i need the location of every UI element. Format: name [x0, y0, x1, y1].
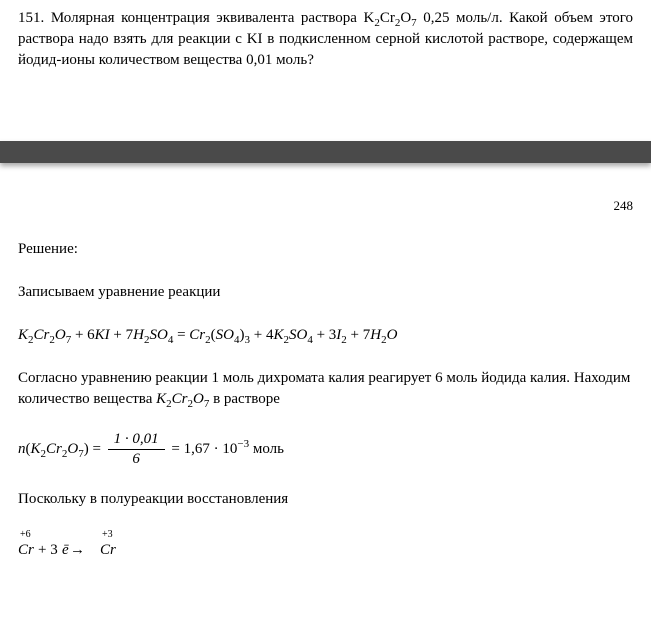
- f-K: K: [156, 391, 166, 407]
- fraction: 1 · 0,016: [108, 432, 165, 467]
- problem-text-1: Молярная концентрация эквивалента раство…: [51, 10, 375, 26]
- eq-equals: =: [173, 327, 189, 343]
- para2-text1: Согласно уравнению реакции 1 моль дихром…: [18, 370, 630, 407]
- para-write-equation: Записываем уравнение реакции: [18, 282, 633, 303]
- eq2-close: ) =: [84, 441, 105, 457]
- page-bottom-section: 248 Решение: Записываем уравнение реакци…: [0, 163, 651, 570]
- eq-K: K: [273, 327, 283, 343]
- eq-KI: KI: [95, 327, 110, 343]
- amount-equation: n(K2Cr2O7) = 1 · 0,016 = 1,67 · 10−3 мол…: [18, 432, 633, 467]
- eq-SO: SO: [216, 327, 234, 343]
- eq2-n: n: [18, 441, 26, 457]
- eq-plus: + 7: [347, 327, 370, 343]
- problem-statement: 151. Молярная концентрация эквивалента р…: [18, 8, 633, 71]
- eq-H: H: [370, 327, 381, 343]
- hr-arrow: →: [70, 540, 85, 561]
- reaction-equation: K2Cr2O7 + 6KI + 7H2SO4 = Cr2(SO4)3 + 4K2…: [18, 325, 633, 346]
- problem-text-3: O: [400, 10, 411, 26]
- eq-SO: SO: [149, 327, 167, 343]
- hr-Cr2: Cr: [100, 540, 116, 561]
- solution-label: Решение:: [18, 239, 633, 260]
- para-half-reaction: Поскольку в полуреакции восстановления: [18, 489, 633, 510]
- formula-K2Cr2O7: K2Cr2O7: [156, 391, 209, 407]
- eq2-result: = 1,67 · 10: [168, 441, 238, 457]
- problem-text-2: Cr: [380, 10, 395, 26]
- eq-O: O: [387, 327, 398, 343]
- eq-K: K: [18, 327, 28, 343]
- eq-H: H: [133, 327, 144, 343]
- eq2-exp: −3: [237, 438, 249, 450]
- eq-Cr: Cr: [189, 327, 205, 343]
- eq-plus: + 4: [250, 327, 273, 343]
- eq-SO: SO: [289, 327, 307, 343]
- eq-plus: + 3: [313, 327, 336, 343]
- eq-plus: + 7: [110, 327, 133, 343]
- problem-number: 151.: [18, 10, 44, 26]
- f-Cr: Cr: [172, 391, 188, 407]
- eq-plus: + 6: [71, 327, 94, 343]
- eq2-K: K: [31, 441, 41, 457]
- page-divider: [0, 141, 651, 163]
- page-number: 248: [614, 197, 634, 215]
- frac-num: 1 · 0,01: [108, 432, 165, 450]
- eq2-Cr: Cr: [46, 441, 62, 457]
- hr-plus: + 3: [38, 540, 58, 561]
- hr-electron: ē: [62, 540, 69, 561]
- half-reaction-equation: +6 Cr + 3 ē → +3 Cr: [18, 530, 633, 560]
- hr-Cr1: Cr: [18, 540, 34, 561]
- eq2-O: O: [67, 441, 78, 457]
- eq-Cr: Cr: [34, 327, 50, 343]
- para-according-equation: Согласно уравнению реакции 1 моль дихром…: [18, 368, 633, 410]
- page-top-section: 151. Молярная концентрация эквивалента р…: [0, 0, 651, 91]
- frac-den: 6: [108, 450, 165, 467]
- eq2-unit: моль: [249, 441, 284, 457]
- eq-O: O: [55, 327, 66, 343]
- f-O: O: [193, 391, 204, 407]
- para2-text2: в растворе: [209, 391, 280, 407]
